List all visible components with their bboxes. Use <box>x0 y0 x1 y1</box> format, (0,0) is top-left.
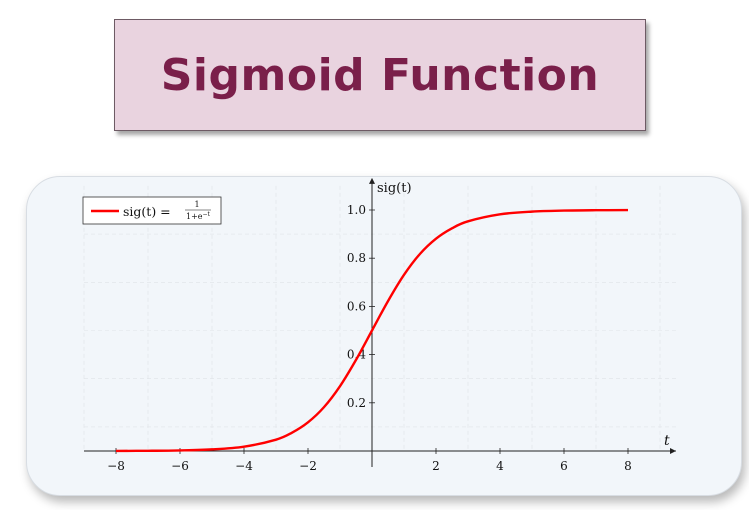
legend-denominator-base: 1+e <box>186 212 203 221</box>
x-tick-label: 8 <box>624 459 632 473</box>
x-axis-label: t <box>664 433 670 449</box>
y-tick-label: 0.8 <box>347 251 366 265</box>
legend-denominator: 1+e−t <box>186 211 211 221</box>
legend-label: sig(t) = <box>123 204 175 219</box>
x-tick-label: −4 <box>235 459 253 473</box>
y-tick-label: 1.0 <box>347 203 366 217</box>
x-tick-label: 4 <box>496 459 504 473</box>
x-tick-label: −2 <box>299 459 317 473</box>
chart-grid <box>83 185 676 451</box>
chart-series <box>115 208 629 453</box>
chart-legend: sig(t) = 1 1+e−t <box>82 196 222 225</box>
chart-ticks: −8 −6 −4 −2 2 4 6 80.20.40.60.81.0 <box>107 203 632 473</box>
sigmoid-curve <box>115 208 629 453</box>
y-axis-label: sig(t) <box>377 181 412 196</box>
x-axis-arrow <box>670 448 676 454</box>
y-axis-arrow <box>369 177 375 184</box>
y-tick-label: 0.6 <box>347 299 366 313</box>
page-title: Sigmoid Function <box>160 49 600 101</box>
legend-numerator: 1 <box>194 200 199 209</box>
sigmoid-chart: −8 −6 −4 −2 2 4 6 80.20.40.60.81.0 sig(t) = 1 1… <box>82 177 676 473</box>
x-tick-label: 6 <box>560 459 568 473</box>
chart-card: −8 −6 −4 −2 2 4 6 8 0.2 0.4 0.6 0.8 1.0 sig(t) = 1 1… <box>26 176 742 496</box>
x-tick-label: −6 <box>171 459 189 473</box>
x-tick-label: −8 <box>107 459 125 473</box>
title-box: Sigmoid Function <box>114 19 646 131</box>
legend-denominator-exponent: −t <box>203 211 211 218</box>
y-tick-label: 0.2 <box>347 396 366 410</box>
x-tick-label: 2 <box>432 459 440 473</box>
